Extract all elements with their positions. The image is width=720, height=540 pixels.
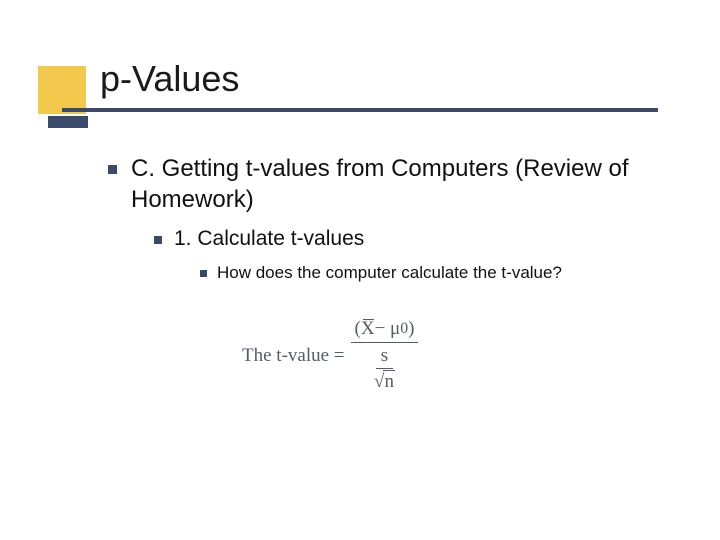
- mu-subscript: 0: [400, 320, 408, 338]
- bullet-square-icon: [154, 236, 162, 244]
- bullet-level-3: How does the computer calculate the t-va…: [200, 263, 668, 283]
- inner-fraction: s √n: [374, 345, 395, 393]
- formula-numerator: (X − μ0): [351, 318, 419, 343]
- bullet-square-icon: [108, 165, 117, 174]
- formula-fraction: (X − μ0) s √n: [351, 318, 419, 393]
- bullet-level-3-text: How does the computer calculate the t-va…: [217, 263, 562, 283]
- bullet-level-2-text: 1. Calculate t-values: [174, 227, 364, 251]
- body-content: C. Getting t-values from Computers (Revi…: [108, 154, 668, 283]
- x-bar-symbol: X: [361, 318, 375, 340]
- title-accent-yellow: [38, 66, 86, 114]
- formula-lhs: The t-value =: [242, 345, 345, 367]
- minus-mu: − μ: [375, 318, 401, 340]
- slide-title: p-Values: [100, 58, 239, 100]
- bullet-level-1-text: C. Getting t-values from Computers (Revi…: [131, 154, 668, 215]
- inner-numerator: s: [376, 345, 393, 369]
- slide: p-Values C. Getting t-values from Comput…: [0, 0, 720, 540]
- sqrt-n: n: [383, 370, 395, 393]
- bullet-level-1: C. Getting t-values from Computers (Revi…: [108, 154, 668, 215]
- t-value-formula: The t-value = (X − μ0) s √n: [242, 318, 418, 393]
- title-underline-long: [62, 108, 658, 112]
- bullet-square-icon: [200, 270, 207, 277]
- title-underline-short: [48, 116, 88, 128]
- bullet-level-2: 1. Calculate t-values: [154, 227, 668, 251]
- formula-denominator: s √n: [374, 343, 395, 393]
- paren-close: ): [408, 318, 414, 340]
- inner-denominator: √n: [374, 369, 395, 393]
